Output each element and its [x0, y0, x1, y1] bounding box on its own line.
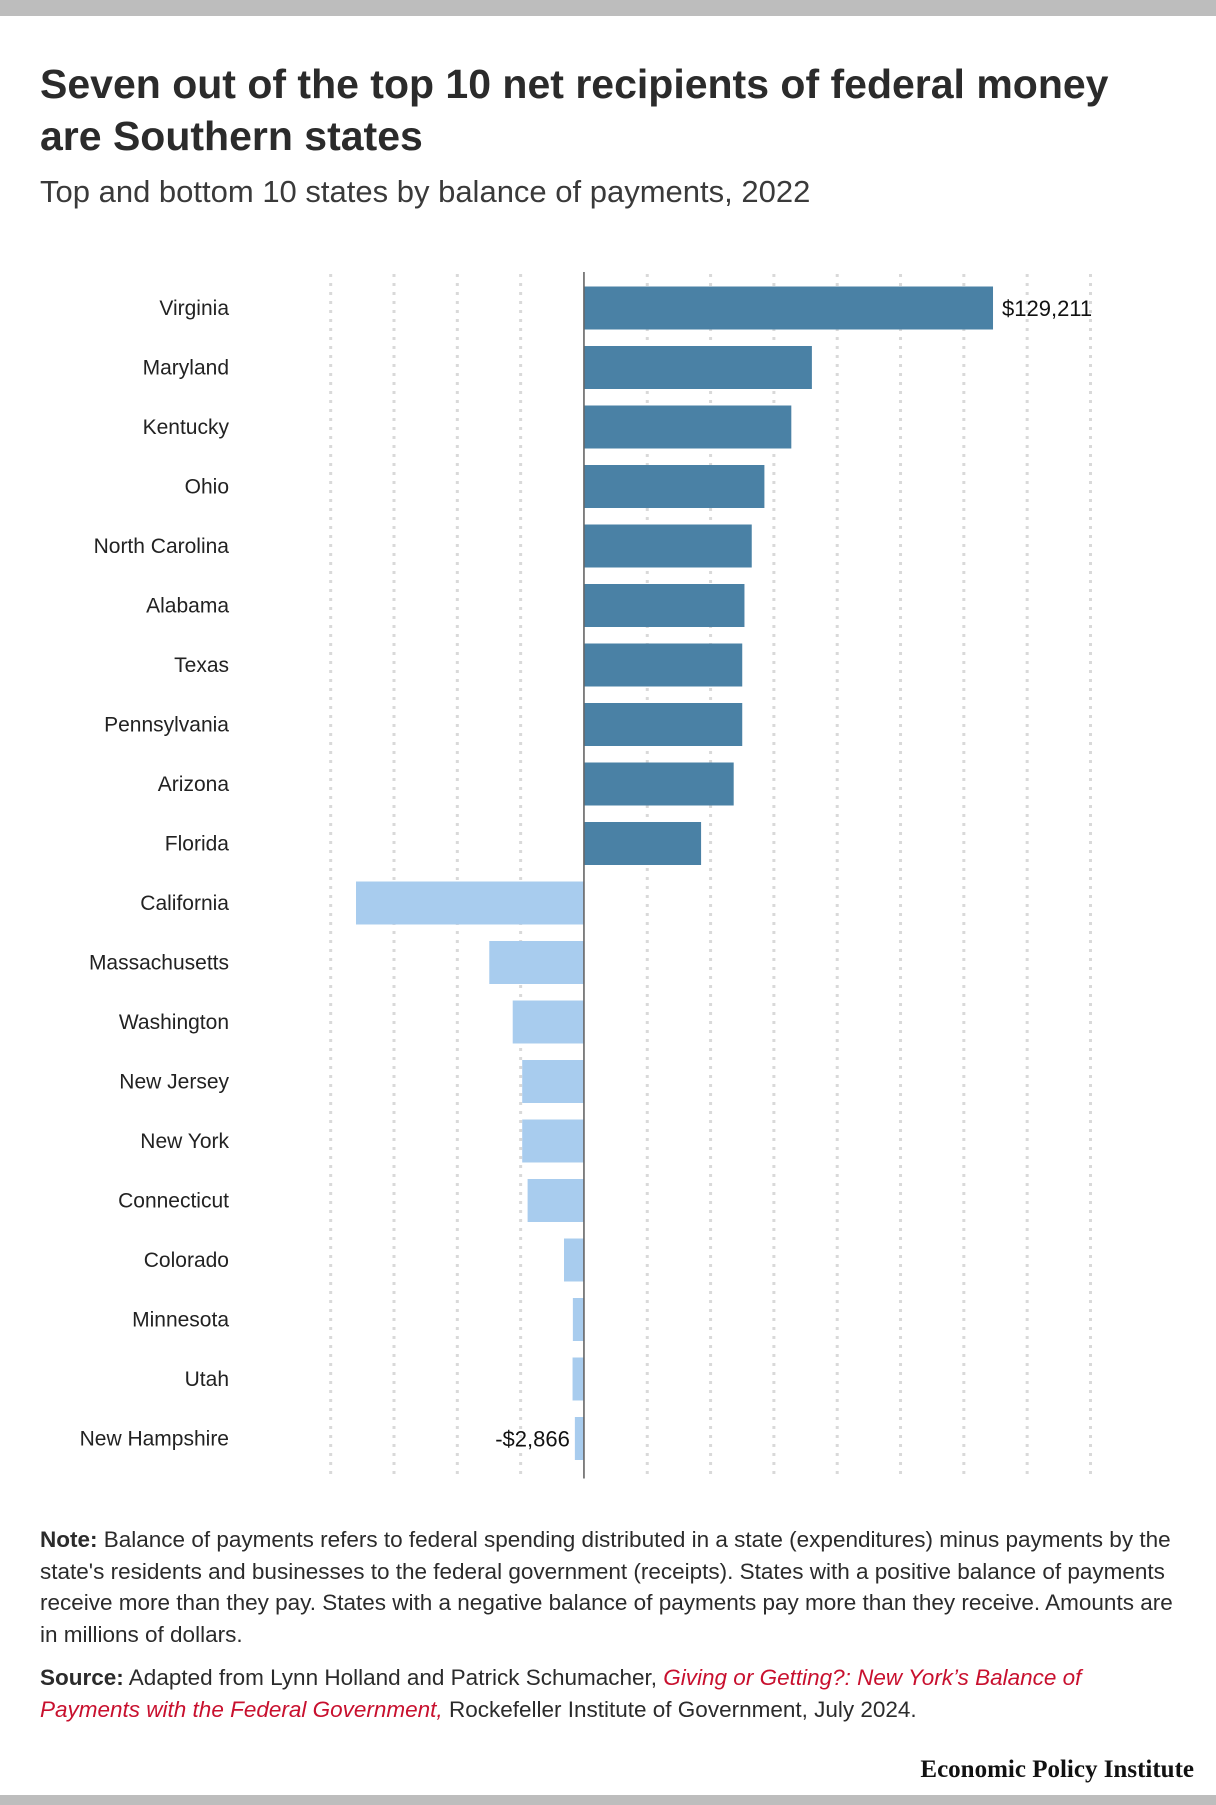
chart-title: Seven out of the top 10 net recipients o…: [40, 61, 1109, 159]
category-label: Connecticut: [118, 1190, 229, 1213]
category-label: Kentucky: [143, 416, 230, 439]
bar-alabama: [583, 584, 745, 627]
category-label: Texas: [174, 654, 229, 677]
bar-washington: [512, 1000, 584, 1044]
category-label: New York: [140, 1130, 229, 1153]
category-label: Maryland: [143, 357, 229, 380]
bar-pennsylvania: [583, 703, 743, 746]
note-text: Balance of payments refers to federal sp…: [40, 1527, 1173, 1647]
category-labels: Virginia Maryland Kentucky Ohio North Caroli…: [80, 297, 230, 1451]
category-label: Arizona: [158, 773, 230, 796]
bar-florida: [583, 822, 702, 865]
category-label: Minnesota: [132, 1309, 229, 1332]
bar-virginia: [583, 286, 994, 330]
source-text-before: Adapted from Lynn Holland and Patrick Sc…: [128, 1665, 658, 1690]
bar-texas: [583, 643, 743, 687]
bars: [356, 286, 994, 1460]
data-label: -$2,866: [495, 1427, 570, 1452]
brand-logo: Economic Policy Institute: [920, 1756, 1194, 1783]
category-label: North Carolina: [94, 535, 230, 558]
category-label: Pennsylvania: [104, 714, 229, 737]
top-border: [0, 0, 1216, 16]
data-label: $129,211: [1002, 296, 1092, 321]
bottom-border: [0, 1795, 1216, 1805]
category-label: New Jersey: [119, 1071, 229, 1094]
category-label: Colorado: [144, 1249, 229, 1272]
bar-kentucky: [583, 405, 792, 449]
source-label: Source:: [40, 1665, 124, 1690]
note-label: Note:: [40, 1527, 98, 1552]
bar-maryland: [583, 346, 812, 389]
bar-new-hampshire: [574, 1417, 584, 1460]
chart-subtitle: Top and bottom 10 states by balance of p…: [40, 174, 811, 209]
category-label: Virginia: [159, 297, 229, 320]
bar-arizona: [583, 762, 734, 806]
bar-new-jersey: [522, 1060, 584, 1103]
note: Note: Balance of payments refers to fede…: [40, 1524, 1180, 1650]
bar-chart: Virginia Maryland Kentucky Ohio North Caroli…: [80, 272, 1092, 1479]
category-label: Utah: [185, 1368, 229, 1391]
source-link[interactable]: Giving or Getting?: New York’s Balance o…: [40, 1665, 1082, 1722]
category-label: Ohio: [185, 476, 229, 499]
category-label: California: [140, 892, 229, 915]
category-label: New Hampshire: [80, 1428, 229, 1451]
category-label: Massachusetts: [89, 952, 229, 975]
source: Source: Adapted from Lynn Holland and Pa…: [40, 1662, 1180, 1725]
bar-colorado: [564, 1238, 584, 1282]
bar-connecticut: [527, 1179, 584, 1222]
bar-utah: [572, 1357, 584, 1401]
bar-ohio: [583, 465, 765, 508]
bar-california: [356, 881, 584, 925]
category-label: Washington: [119, 1011, 229, 1034]
bar-minnesota: [572, 1298, 584, 1341]
bar-north-carolina: [583, 524, 752, 568]
gridlines: [329, 274, 1092, 1475]
source-text-after: Rockefeller Institute of Government, Jul…: [448, 1696, 917, 1722]
data-labels: $129,211 -$2,866: [495, 296, 1092, 1452]
bar-massachusetts: [489, 941, 584, 984]
category-label: Florida: [165, 833, 230, 856]
bar-new-york: [522, 1119, 584, 1163]
category-label: Alabama: [146, 595, 229, 618]
